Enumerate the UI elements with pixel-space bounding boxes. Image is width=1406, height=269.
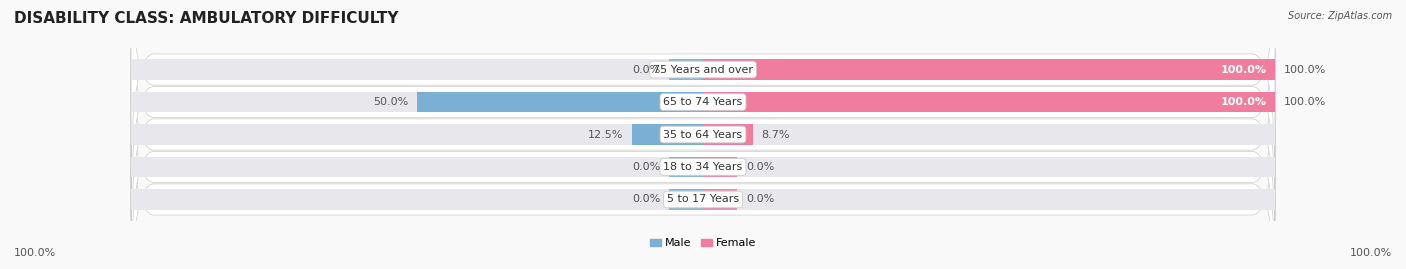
Legend: Male, Female: Male, Female — [645, 234, 761, 253]
Text: 100.0%: 100.0% — [14, 248, 56, 258]
Text: 100.0%: 100.0% — [1284, 97, 1326, 107]
Text: 12.5%: 12.5% — [588, 129, 623, 140]
Bar — [703, 189, 737, 210]
Text: 0.0%: 0.0% — [747, 162, 775, 172]
FancyBboxPatch shape — [131, 0, 1275, 216]
FancyBboxPatch shape — [131, 85, 1275, 269]
Bar — [703, 157, 1275, 177]
Bar — [703, 92, 1275, 112]
Text: 0.0%: 0.0% — [631, 194, 659, 204]
Bar — [703, 125, 1275, 144]
Bar — [669, 157, 703, 177]
Bar — [703, 125, 752, 144]
Text: Source: ZipAtlas.com: Source: ZipAtlas.com — [1288, 11, 1392, 21]
Text: 5 to 17 Years: 5 to 17 Years — [666, 194, 740, 204]
Bar — [631, 125, 703, 144]
Bar — [131, 125, 703, 144]
FancyBboxPatch shape — [131, 20, 1275, 249]
Text: 65 to 74 Years: 65 to 74 Years — [664, 97, 742, 107]
Bar — [669, 189, 703, 210]
Bar — [131, 92, 703, 112]
Bar — [131, 189, 703, 210]
Bar — [703, 59, 1275, 80]
Bar — [131, 59, 703, 80]
Text: 100.0%: 100.0% — [1220, 65, 1267, 75]
Text: 0.0%: 0.0% — [631, 65, 659, 75]
Bar — [669, 59, 703, 80]
Bar — [703, 59, 1275, 80]
Bar — [703, 157, 737, 177]
FancyBboxPatch shape — [131, 53, 1275, 269]
Bar — [131, 157, 703, 177]
Text: 100.0%: 100.0% — [1284, 65, 1326, 75]
FancyBboxPatch shape — [131, 0, 1275, 184]
Text: 100.0%: 100.0% — [1350, 248, 1392, 258]
Text: 0.0%: 0.0% — [631, 162, 659, 172]
Text: DISABILITY CLASS: AMBULATORY DIFFICULTY: DISABILITY CLASS: AMBULATORY DIFFICULTY — [14, 11, 398, 26]
Text: 18 to 34 Years: 18 to 34 Years — [664, 162, 742, 172]
Text: 100.0%: 100.0% — [1220, 97, 1267, 107]
Bar — [418, 92, 703, 112]
Text: 0.0%: 0.0% — [747, 194, 775, 204]
Text: 35 to 64 Years: 35 to 64 Years — [664, 129, 742, 140]
Text: 8.7%: 8.7% — [761, 129, 790, 140]
Text: 75 Years and over: 75 Years and over — [652, 65, 754, 75]
Text: 50.0%: 50.0% — [373, 97, 409, 107]
Bar — [703, 189, 1275, 210]
Bar — [703, 92, 1275, 112]
